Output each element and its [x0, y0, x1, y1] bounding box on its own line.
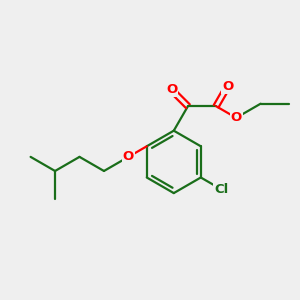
Text: O: O — [123, 150, 134, 164]
Text: O: O — [222, 80, 233, 93]
Text: Cl: Cl — [214, 183, 229, 196]
Text: O: O — [231, 111, 242, 124]
Text: O: O — [166, 83, 177, 96]
